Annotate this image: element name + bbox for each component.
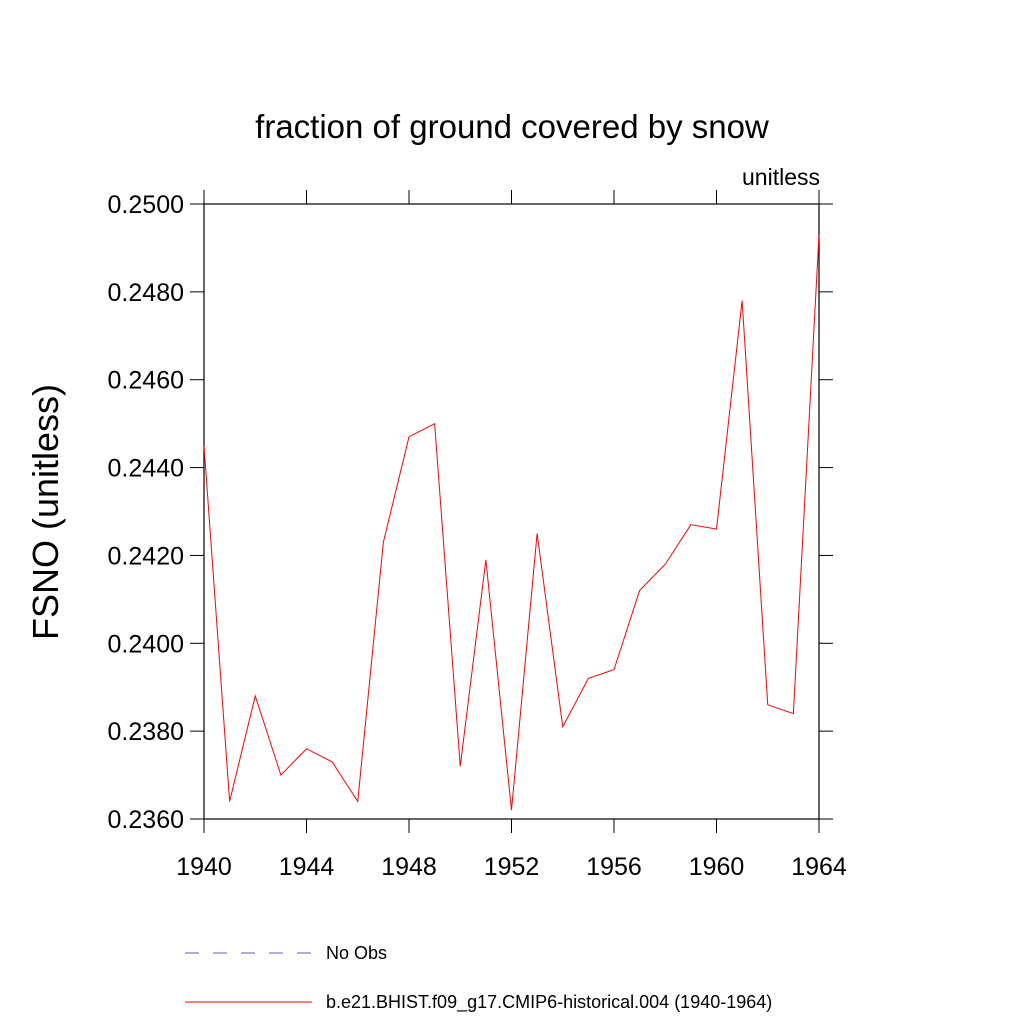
y-tick-label: 0.2360 <box>108 806 184 834</box>
x-tick-label: 1944 <box>279 853 335 881</box>
y-tick-label: 0.2480 <box>108 279 184 307</box>
y-tick-label: 0.2500 <box>108 191 184 219</box>
x-tick-label: 1948 <box>381 853 437 881</box>
y-tick-label: 0.2460 <box>108 367 184 395</box>
x-tick-label: 1956 <box>586 853 642 881</box>
x-tick-label: 1940 <box>176 853 232 881</box>
units-label: unitless <box>742 164 820 190</box>
y-tick-label: 0.2380 <box>108 718 184 746</box>
legend-label: b.e21.BHIST.f09_g17.CMIP6-historical.004… <box>326 992 772 1013</box>
legend-label: No Obs <box>326 943 387 963</box>
x-tick-label: 1960 <box>689 853 745 881</box>
y-tick-label: 0.2440 <box>108 455 184 483</box>
y-axis-label: FSNO (unitless) <box>25 384 66 640</box>
x-tick-label: 1964 <box>791 853 847 881</box>
x-tick-label: 1952 <box>484 853 540 881</box>
data-line <box>203 234 820 811</box>
y-tick-label: 0.2400 <box>108 630 184 658</box>
chart-title: fraction of ground covered by snow <box>255 108 769 145</box>
y-tick-label: 0.2420 <box>108 542 184 570</box>
